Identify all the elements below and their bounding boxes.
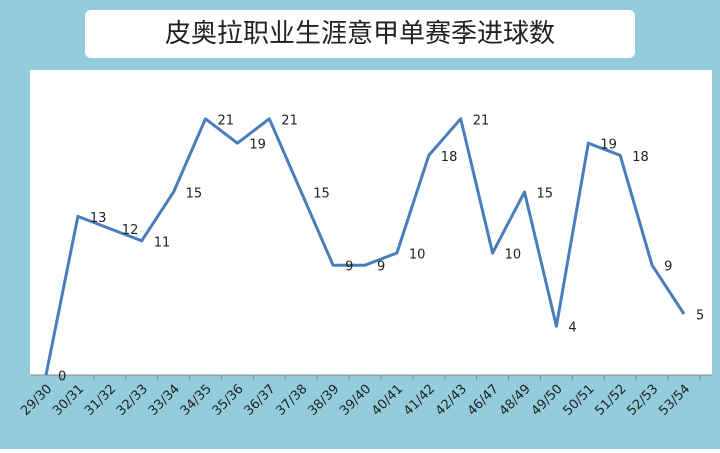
data-label: 10 <box>409 248 426 263</box>
chart-title: 皮奥拉职业生涯意甲单赛季进球数 <box>165 19 555 49</box>
data-label: 18 <box>441 150 458 165</box>
data-label: 9 <box>664 260 672 275</box>
data-label: 13 <box>90 211 107 226</box>
data-label: 19 <box>249 138 266 153</box>
data-label: 5 <box>696 309 704 324</box>
data-label: 15 <box>537 187 554 202</box>
data-label: 19 <box>600 138 617 153</box>
data-label: 21 <box>218 113 235 128</box>
data-label: 11 <box>154 235 171 250</box>
data-label: 4 <box>568 321 576 336</box>
data-label: 15 <box>313 187 330 202</box>
data-label: 21 <box>473 113 490 128</box>
title-box <box>85 10 635 58</box>
data-label: 18 <box>632 150 649 165</box>
data-label: 12 <box>122 223 139 238</box>
plot-area <box>30 70 712 375</box>
data-label: 15 <box>186 187 203 202</box>
data-label: 21 <box>281 113 298 128</box>
line <box>44 117 686 376</box>
data-label: 0 <box>58 370 66 385</box>
data-label: 10 <box>505 248 522 263</box>
data-label: 9 <box>377 260 385 275</box>
data-label: 9 <box>345 260 353 275</box>
